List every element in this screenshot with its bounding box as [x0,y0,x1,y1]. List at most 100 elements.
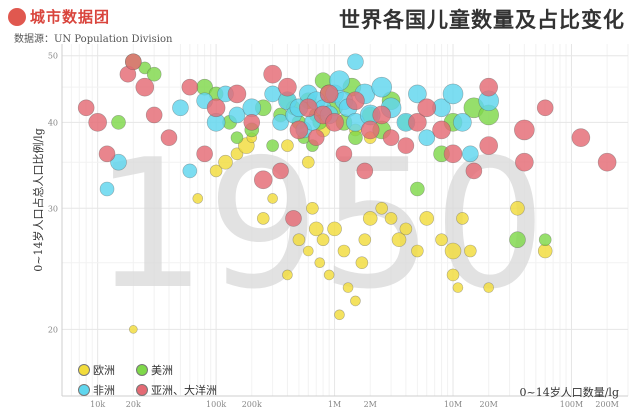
data-point [347,53,364,71]
data-point [537,243,553,259]
data-point [483,282,494,293]
data-point [348,130,363,145]
x-tick-label: 10M [444,400,462,409]
y-tick-label: 30 [48,204,58,213]
data-point [408,113,427,132]
data-point [319,84,339,104]
data-point [515,152,534,172]
data-point [228,106,246,124]
y-tick-label: 20 [48,325,58,334]
data-point [272,162,289,180]
legend-label: 非洲 [93,384,115,397]
legend-item: 非洲 [78,382,136,398]
data-point [135,77,155,97]
data-point [391,232,407,248]
data-point [510,200,525,216]
data-point [272,114,289,131]
data-point [335,145,353,163]
data-point [464,244,477,258]
data-point [442,83,464,105]
data-point [355,256,369,270]
data-point [282,269,293,281]
data-point [307,129,325,146]
legend-label: 亚洲、大洋洲 [151,384,217,397]
data-point [298,98,318,118]
data-point [334,309,345,321]
data-point [145,106,163,124]
data-point [418,129,436,146]
data-point [419,211,435,226]
data-point [538,233,552,247]
data-point [479,77,498,97]
data-point [77,99,95,117]
data-point [129,325,138,334]
chart-title: 世界各国儿童数量及占比变化 [339,7,625,32]
data-point [446,268,460,282]
data-point [172,99,189,117]
data-point [358,233,372,247]
data-point [443,144,463,164]
data-point [182,163,198,179]
legend-label: 美洲 [151,364,173,377]
data-point [350,295,361,307]
data-point [98,145,116,163]
data-point [125,53,142,71]
data-point [452,282,464,293]
data-point [323,269,335,281]
data-point [362,211,378,226]
data-point [230,147,244,161]
data-point [281,139,294,152]
data-point [399,222,413,236]
legend-dot-icon [78,384,90,396]
data-point [301,155,315,169]
x-axis-label: 0~14岁人口数量/lg [519,386,619,399]
data-point [536,99,554,117]
data-point [146,66,162,82]
data-point [453,113,472,132]
data-point [308,221,324,237]
data-point [218,154,233,170]
data-point [360,120,380,140]
legend-item: 欧洲 [78,362,136,378]
data-point [256,212,270,225]
y-tick-label: 40 [48,118,58,127]
data-point [444,242,462,260]
data-point [292,233,306,247]
data-point [285,210,302,227]
data-point [196,145,213,163]
data-source: 数据源：UN Population Division [14,34,173,45]
x-tick-label: 20M [479,400,497,409]
data-point [514,119,535,141]
data-point [314,257,326,269]
legend-dot-icon [78,364,90,376]
data-point [408,84,427,104]
data-point [267,193,278,204]
legend-dot-icon [136,364,148,376]
data-point [289,120,309,140]
data-point [327,221,342,237]
data-point [110,153,127,171]
data-point [456,212,469,225]
data-point [375,201,389,215]
data-point [479,136,498,155]
data-point [371,76,393,98]
x-tick-label: 1M [328,400,341,409]
data-point [571,128,591,147]
legend-item: 亚洲、大洋洲 [136,382,226,398]
data-point [263,64,282,84]
data-point [192,193,204,204]
brand: 城市数据团 [8,6,110,27]
data-point [306,201,319,215]
data-point [417,98,437,118]
data-point [337,244,351,258]
legend-item: 美洲 [136,362,226,378]
data-point [181,78,199,96]
data-point [111,115,126,130]
y-tick-label: 50 [48,52,58,61]
data-point [342,282,354,293]
data-point [382,129,400,146]
brand-logo-icon [8,7,26,26]
data-point [410,181,425,197]
